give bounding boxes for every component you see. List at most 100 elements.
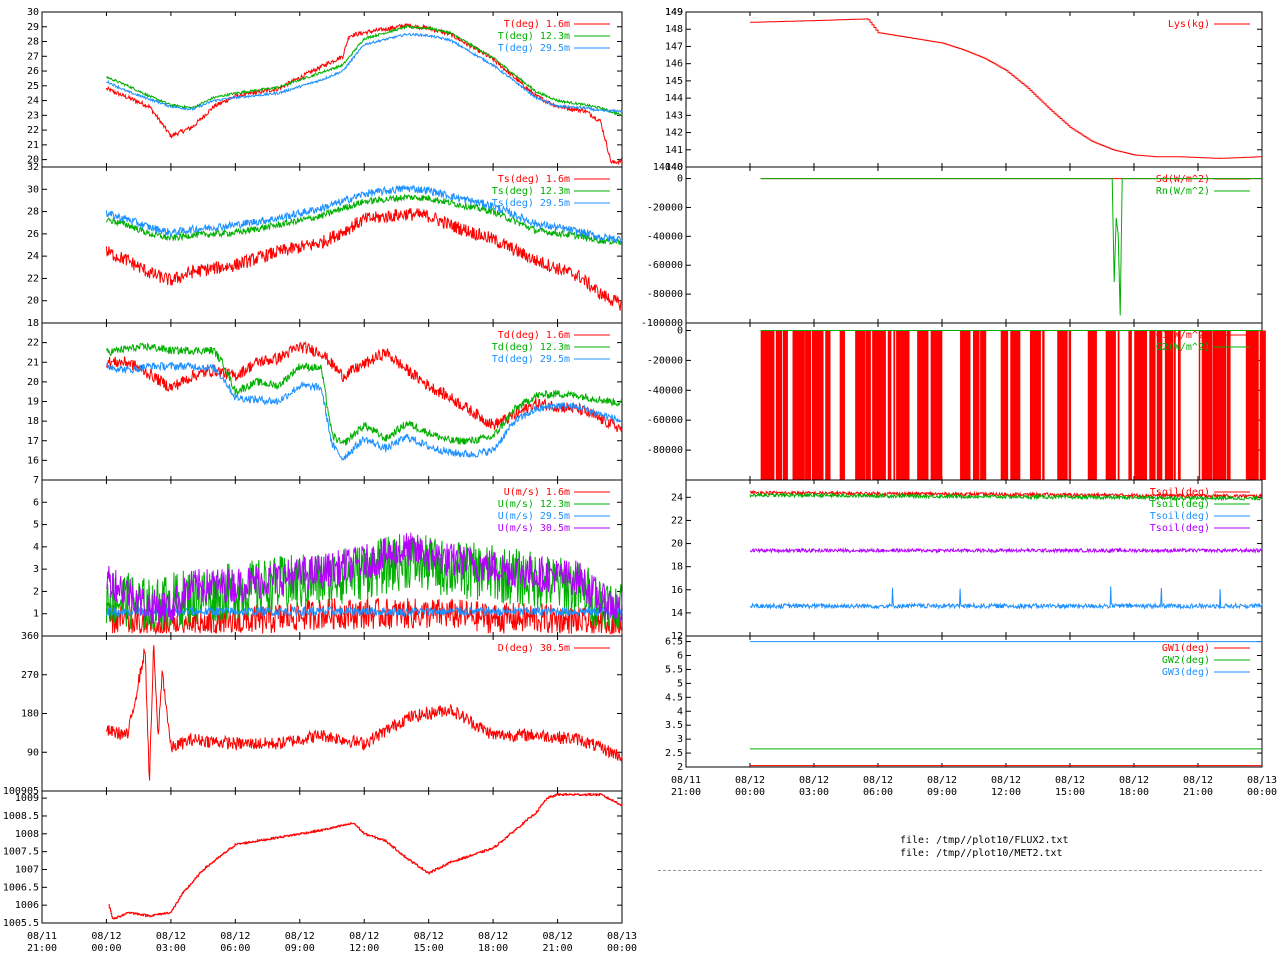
x-tick-label-time: 00:00 [1247, 787, 1277, 798]
g1-bar [775, 330, 783, 480]
y-tick-label: 32 [27, 162, 39, 173]
g1-bar [1068, 330, 1072, 480]
x-tick-label-date: 08/12 [927, 775, 957, 786]
y-tick-label: 22 [27, 338, 39, 349]
x-tick-label-date: 08/12 [1183, 775, 1213, 786]
y-tick-label: 18 [27, 318, 39, 329]
y-tick-label: 1009 [15, 793, 39, 804]
y-tick-label: 22 [27, 125, 39, 136]
x-tick-label-date: 08/12 [1055, 775, 1085, 786]
y-tick-label: 90 [27, 747, 39, 758]
g1-bar [1117, 330, 1120, 480]
y-tick-label: 24 [671, 492, 683, 503]
y-tick-label: 0 [677, 174, 683, 185]
x-tick-label-date: 08/11 [27, 931, 57, 942]
y-tick-label: 4.5 [665, 692, 683, 703]
legend-label: Td(deg) 29.5m [492, 354, 570, 365]
legend-label: G1(W/m^2) [1156, 330, 1210, 341]
g1-bar [1177, 330, 1181, 480]
x-tick-label-time: 06:00 [220, 943, 250, 954]
g1-bar [893, 330, 896, 480]
g1-bar [872, 330, 886, 480]
series-line-T-0 [105, 23, 623, 166]
x-tick-label-time: 00:00 [607, 943, 637, 954]
y-tick-label: 5.5 [665, 664, 683, 675]
plot-frame-D [41, 635, 623, 792]
y-tick-label: 3 [33, 564, 39, 575]
plot-frame-P [41, 790, 623, 924]
y-tick-label: 12 [671, 631, 683, 642]
legend-label: Ts(deg) 29.5m [492, 198, 570, 209]
y-tick-label: 270 [21, 670, 39, 681]
y-tick-label: -80000 [647, 445, 683, 456]
y-tick-label: 1008 [15, 829, 39, 840]
x-tick-label-date: 08/12 [414, 931, 444, 942]
x-tick-label-date: 08/12 [543, 931, 573, 942]
g1-bar [1010, 330, 1021, 480]
g1-bar [1226, 330, 1231, 480]
x-tick-label-date: 08/12 [478, 931, 508, 942]
g1-bar [917, 330, 929, 480]
y-tick-label: 1008.5 [3, 811, 39, 822]
legend-label: Tsoil(deg) [1150, 511, 1210, 522]
g1-bar [1198, 330, 1201, 480]
series-line-SdRn-1 [760, 178, 1262, 316]
y-tick-label: -20000 [647, 355, 683, 366]
g1-bar [1134, 330, 1147, 480]
g1-bar [1164, 330, 1174, 480]
y-tick-label: -20000 [647, 202, 683, 213]
x-tick-label-date: 08/11 [671, 775, 701, 786]
series-line-Td-2 [106, 361, 623, 461]
legend-label: G2(W/m^2) [1156, 342, 1210, 353]
g1-bar [1000, 330, 1009, 480]
x-tick-label-time: 21:00 [671, 787, 701, 798]
y-tick-label: 20 [27, 155, 39, 166]
x-tick-label-time: 12:00 [349, 943, 379, 954]
y-tick-label: 1 [33, 609, 39, 620]
x-tick-label-date: 08/12 [91, 931, 121, 942]
y-tick-label: 19 [27, 397, 39, 408]
y-tick-label: 144 [665, 93, 683, 104]
g1-bar [1156, 330, 1163, 480]
y-tick-label: 26 [27, 66, 39, 77]
y-tick-label: 17 [27, 436, 39, 447]
legend-label: GW2(deg) [1162, 655, 1210, 666]
series-line-Ts-2 [105, 184, 623, 244]
g1-bar [855, 330, 866, 480]
y-tick-label: 143 [665, 110, 683, 121]
plot-frame-GW [685, 635, 1263, 768]
legend-label: U(m/s) 29.5m [498, 511, 570, 522]
separator-line [658, 870, 1262, 871]
y-tick-label: 140 [665, 162, 683, 173]
y-tick-label: 149 [665, 7, 683, 18]
g1-bar [1259, 330, 1266, 480]
y-tick-label: 26 [27, 229, 39, 240]
g1-bar [805, 330, 812, 480]
y-tick-label: 100905 [3, 786, 39, 797]
legend-label: Tsoil(deg) [1150, 523, 1210, 534]
y-tick-label: 4 [33, 542, 39, 553]
g1-bar [792, 330, 805, 480]
x-tick-label-date: 08/13 [607, 931, 637, 942]
x-tick-label-date: 08/12 [156, 931, 186, 942]
y-tick-label: 7 [33, 475, 39, 486]
g1-bar [1087, 330, 1097, 480]
g1-bar [980, 330, 987, 480]
y-tick-label: 18 [671, 562, 683, 573]
y-tick-label: -80000 [647, 289, 683, 300]
legend-label: T(deg) 12.3m [498, 31, 570, 42]
y-tick-label: 6 [33, 497, 39, 508]
y-tick-label: 3 [677, 734, 683, 745]
y-tick-label: 6 [677, 651, 683, 662]
x-tick-label-date: 08/12 [991, 775, 1021, 786]
g1-bar [972, 330, 980, 480]
g1-bar [1173, 330, 1176, 480]
y-tick-label: 5 [677, 678, 683, 689]
g1-bar [960, 330, 971, 480]
x-tick-label-time: 21:00 [1183, 787, 1213, 798]
y-tick-label: -40000 [647, 231, 683, 242]
legend-label: GW3(deg) [1162, 667, 1210, 678]
y-tick-label: -40000 [647, 385, 683, 396]
g1-bar [865, 330, 871, 480]
